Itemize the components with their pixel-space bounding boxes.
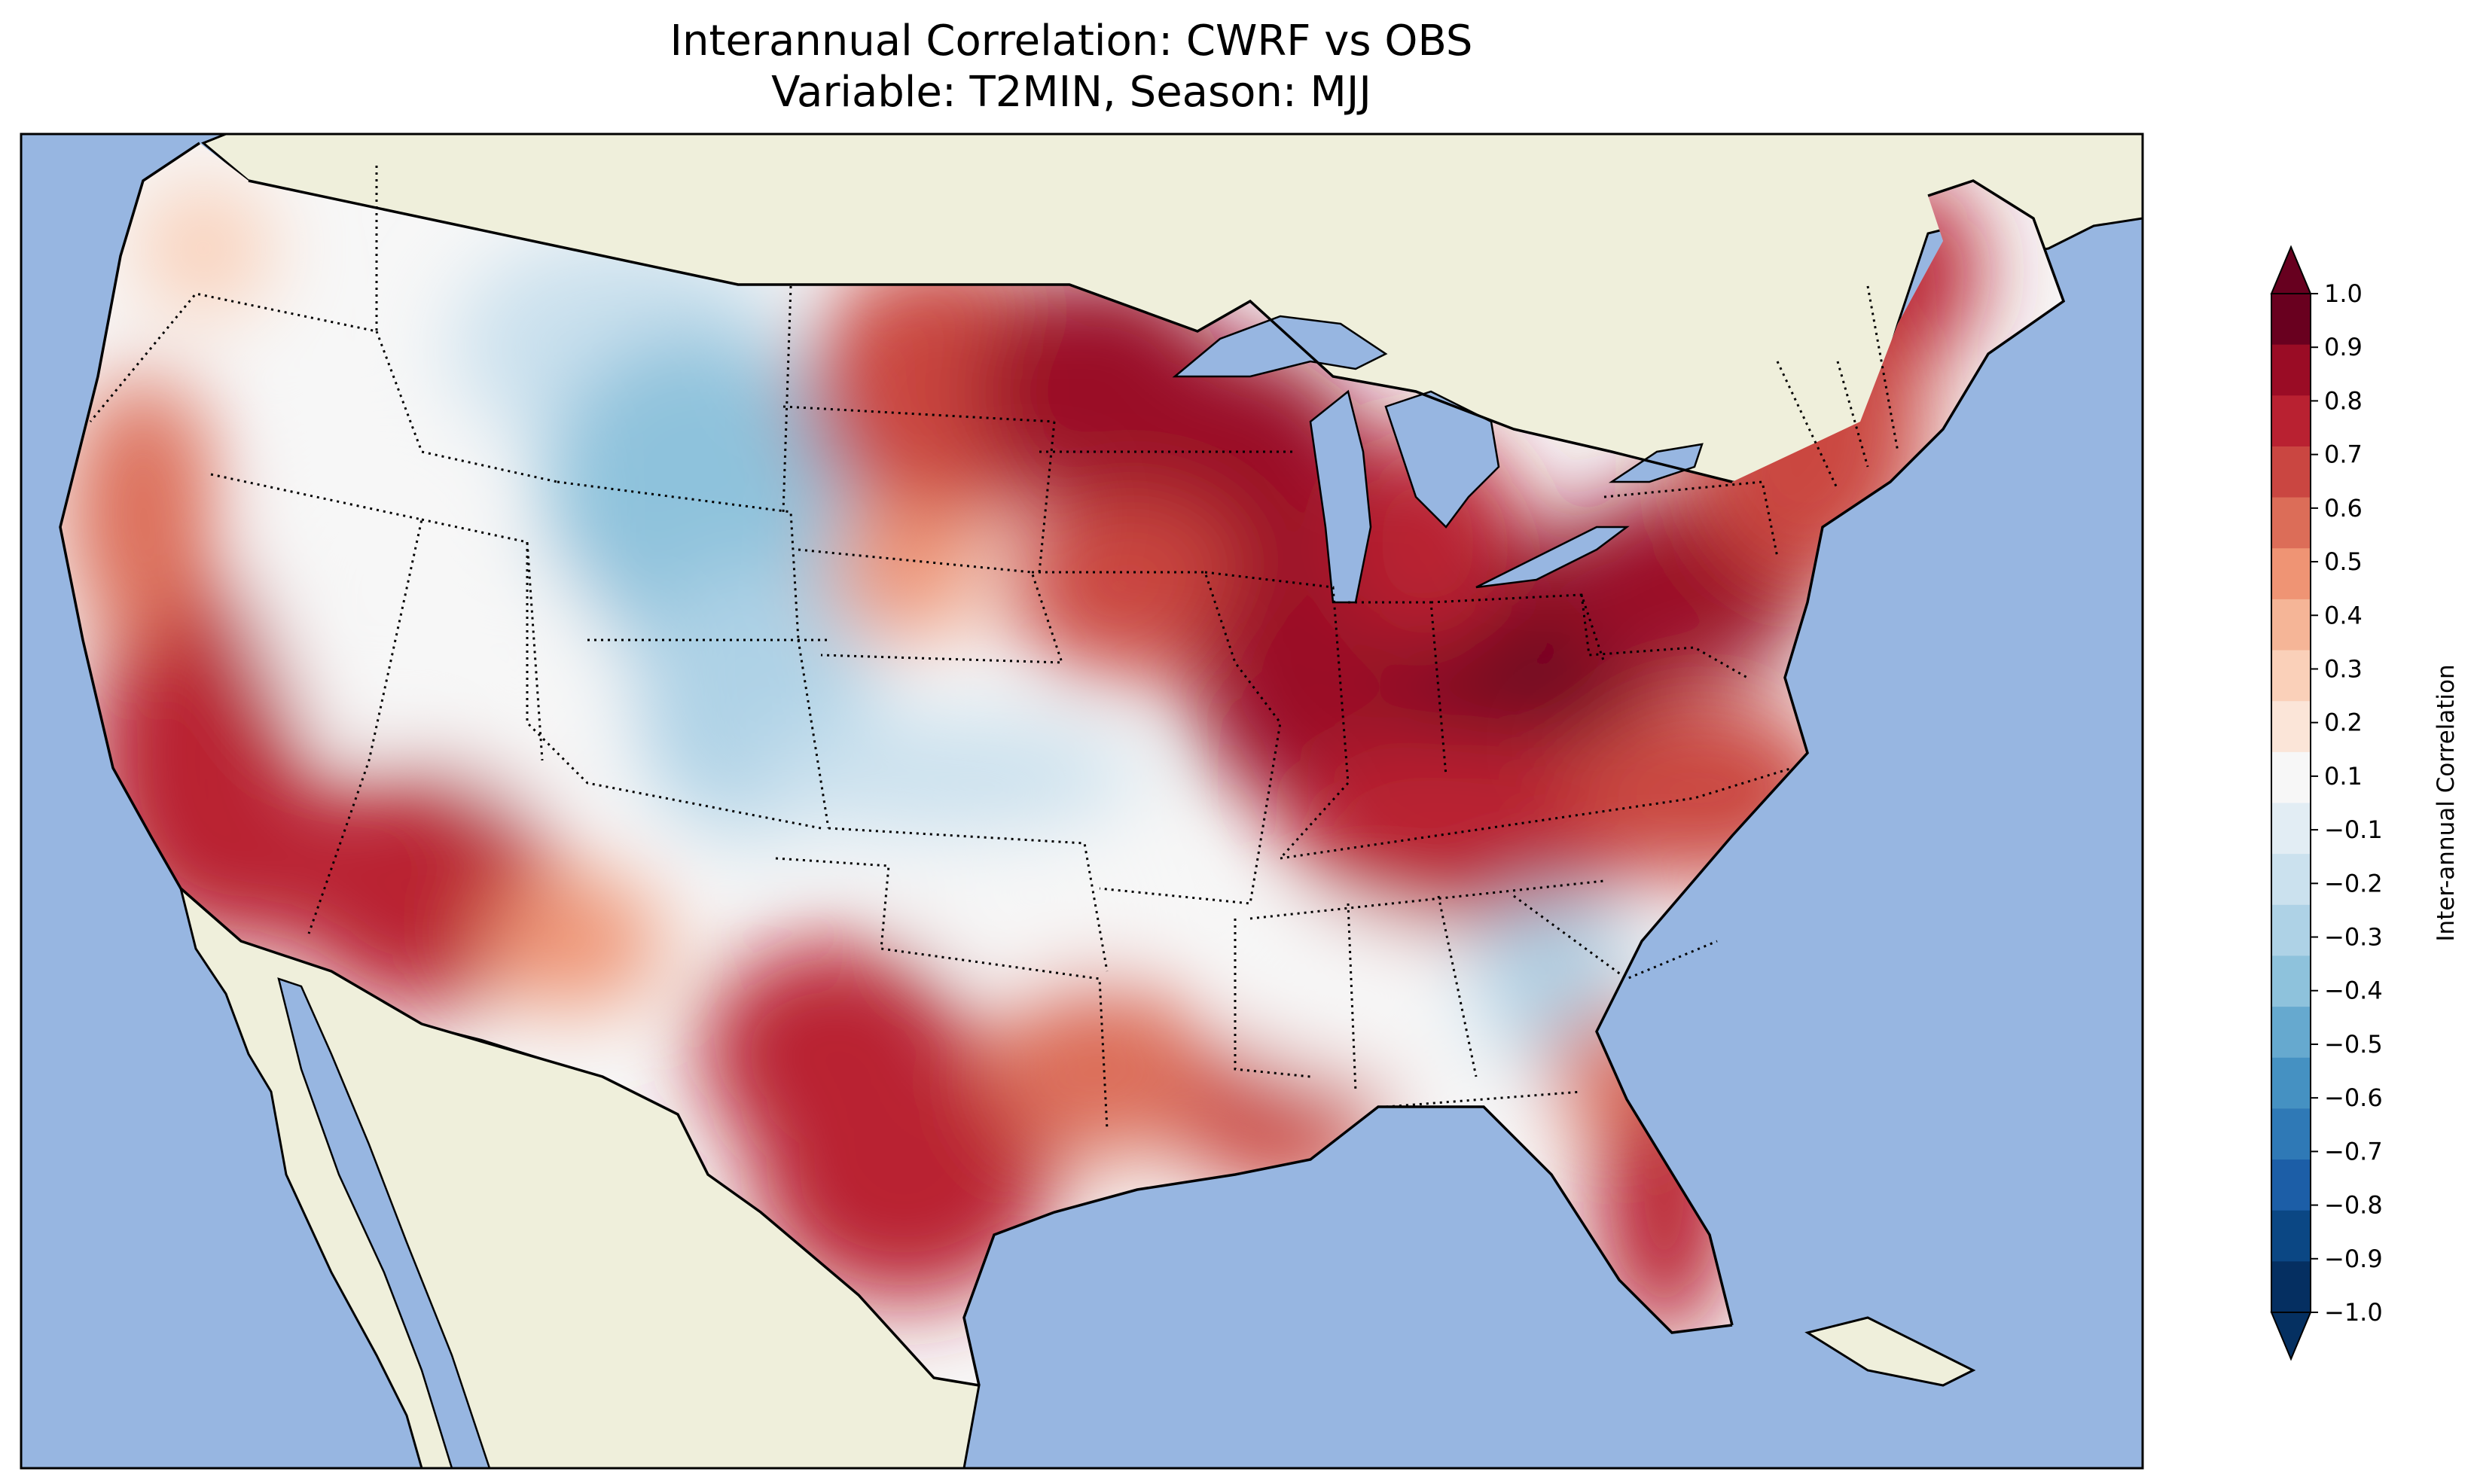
state-border [798, 548, 1064, 664]
colorbar-ticks: 1.0 0.9 0.8 0.7 0.6 0.5 0.4 0.3 0.2 0.1 −0.1 −0.2 −0… [2311, 279, 2383, 1327]
blob-ks-neg [746, 715, 1137, 836]
colorbar-tick-label: −0.4 [2324, 977, 2383, 1005]
colorbar-swatch [2271, 497, 2311, 549]
blob-tx-central [753, 1047, 1054, 1303]
state-border [526, 542, 822, 830]
blob-tx-east [987, 979, 1213, 1159]
colorbar-swatch [2271, 344, 2311, 396]
colorbar-label: Inter-annual Correlation [2433, 664, 2460, 941]
blob-ia [1009, 497, 1250, 678]
colorbar-swatch [2271, 854, 2311, 906]
colorbar-swatch [2271, 395, 2311, 447]
colorbar-tick-label: −0.7 [2324, 1137, 2383, 1166]
colorbar-extend-high [2270, 245, 2312, 294]
colorbar-tick-label: −0.3 [2324, 923, 2383, 952]
cuba-island [1804, 1316, 1976, 1387]
colorbar-outline [2271, 293, 2311, 1313]
blob-ms-al [1235, 919, 1476, 1084]
state-border [1580, 594, 1748, 679]
colorbar-swatch [2271, 1007, 2311, 1059]
colorbar-swatch [2271, 548, 2311, 600]
gulf-of-california [277, 977, 491, 1468]
colorbar-swatch [2271, 1210, 2311, 1262]
colorbar-swatch [2271, 803, 2311, 855]
state-border [1234, 919, 1311, 1078]
coastline [59, 142, 2066, 1386]
colorbar-tick-label: −0.9 [2324, 1245, 2383, 1273]
blob-nm-south [482, 873, 663, 1009]
state-border [89, 166, 378, 422]
state-border [1347, 895, 1478, 1092]
great-lakes [1172, 315, 1704, 604]
colorbar-swatch [2271, 751, 2311, 804]
lake-erie [1475, 526, 1630, 589]
lake-huron [1384, 390, 1500, 529]
colorbar-tick-label: 0.4 [2324, 601, 2363, 629]
colorbar-swatch [2271, 1057, 2311, 1109]
blob-or-coast [68, 376, 218, 648]
colorbar-swatch [2271, 599, 2311, 651]
colorbar-tick-label: 0.9 [2324, 333, 2363, 361]
map-title-line-1: Interannual Correlation: CWRF vs OBS [670, 17, 1473, 66]
lake-superior [1172, 315, 1388, 378]
state-border [1032, 571, 1282, 905]
colorbar-swatch [2271, 1261, 2311, 1313]
colorbar-tick-label: −0.6 [2324, 1083, 2383, 1112]
state-border [775, 857, 1109, 1130]
state-border [1038, 421, 1295, 573]
colorbar-tick-label: −0.8 [2324, 1191, 2383, 1220]
blob-ok [919, 843, 1160, 964]
colorbar-swatch [2271, 955, 2311, 1007]
state-border [1249, 879, 1605, 920]
lake-michigan [1309, 389, 1372, 604]
colorbar-swatch [2271, 446, 2311, 498]
colorbar-tick-label: −0.2 [2324, 869, 2383, 897]
blob-wa-coast [136, 181, 271, 316]
colorbar-tick-label: −1.0 [2324, 1298, 2383, 1327]
state-border [1385, 894, 1718, 1108]
colorbar-swatch [2271, 294, 2311, 346]
colorbar-swatch [2271, 1159, 2311, 1211]
map-frame [20, 133, 2144, 1470]
state-border [210, 473, 423, 934]
map-area [21, 134, 2143, 1468]
colorbar-tick-label: −0.5 [2324, 1030, 2383, 1059]
colorbar-tick-label: −0.1 [2324, 815, 2383, 844]
colorbar-tick-label: 0.5 [2324, 547, 2363, 576]
colorbar-tick-label: 0.8 [2324, 386, 2363, 415]
state-border [782, 285, 1055, 513]
state-border [421, 518, 544, 761]
colorbar-swatch [2271, 904, 2311, 957]
state-border [375, 331, 558, 483]
colorbar-tick-label: 1.0 [2324, 279, 2363, 308]
colorbar-swatch [2271, 701, 2311, 753]
colorbar-swatch [2271, 1108, 2311, 1160]
colorbar-swatch [2271, 650, 2311, 702]
international-border [248, 179, 1733, 1387]
blob-ne [828, 504, 979, 640]
colorbar-tick-label: 0.7 [2324, 440, 2363, 469]
colorbar-swatches [2271, 294, 2311, 1313]
colorbar-tick-label: 0.1 [2324, 762, 2363, 791]
state-border [1776, 285, 1899, 490]
colorbar-extend-low [2270, 1312, 2312, 1361]
colorbar-tick-label: 0.6 [2324, 494, 2363, 523]
blob-nv [256, 437, 497, 738]
colorbar-tick-label: 0.2 [2324, 708, 2363, 737]
colorbar-tick-label: 0.3 [2324, 654, 2363, 683]
state-borders [89, 166, 1899, 1130]
blob-tn-ky [1288, 730, 1649, 926]
map-title-line-2: Variable: T2MIN, Season: MJJ [771, 68, 1371, 117]
state-border [587, 638, 830, 829]
